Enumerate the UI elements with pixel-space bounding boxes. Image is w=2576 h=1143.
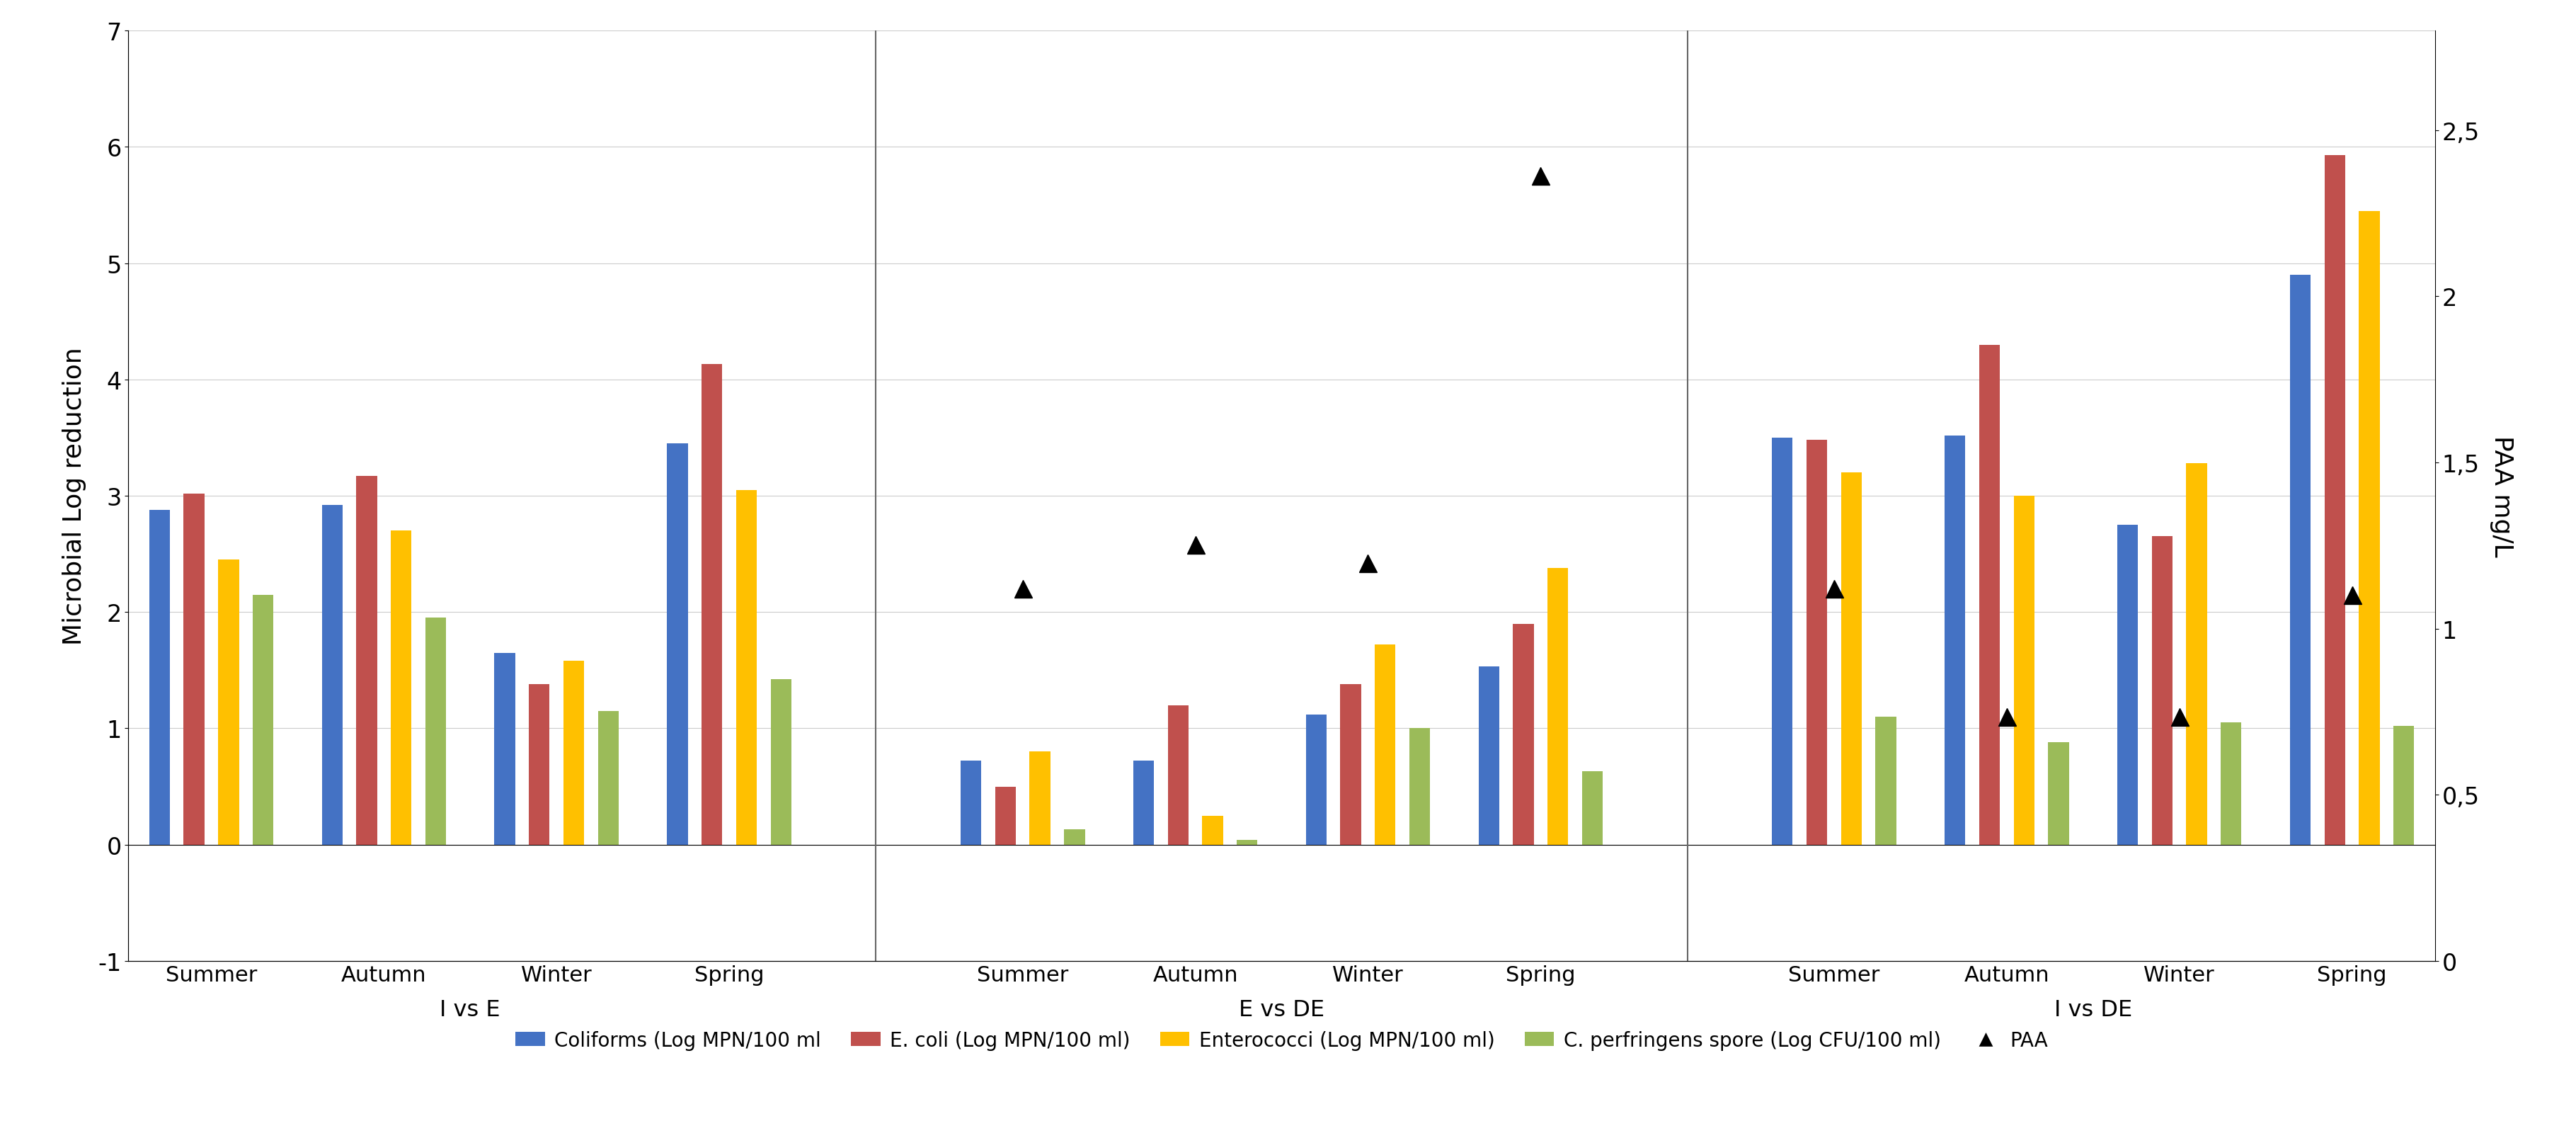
Bar xyxy=(1236,840,1257,845)
Bar xyxy=(1875,717,1896,845)
Bar xyxy=(2117,525,2138,845)
Text: E vs DE: E vs DE xyxy=(1239,999,1324,1021)
Bar xyxy=(598,711,618,845)
Bar xyxy=(1167,705,1188,845)
Bar xyxy=(1772,438,1793,845)
Bar xyxy=(1548,568,1569,845)
Bar xyxy=(1030,752,1051,845)
Bar xyxy=(2360,211,2380,845)
Bar xyxy=(1340,685,1360,845)
Bar xyxy=(1842,473,1862,845)
Bar xyxy=(392,531,412,845)
Bar xyxy=(252,594,273,845)
Bar xyxy=(355,477,376,845)
Bar xyxy=(1306,714,1327,845)
Bar xyxy=(2324,155,2344,845)
Y-axis label: PAA mg/L: PAA mg/L xyxy=(2491,435,2514,557)
Text: I vs E: I vs E xyxy=(440,999,500,1021)
Bar xyxy=(1512,624,1533,845)
Bar xyxy=(2393,726,2414,845)
Bar xyxy=(1064,830,1084,845)
Bar xyxy=(961,761,981,845)
Text: I vs DE: I vs DE xyxy=(2053,999,2133,1021)
Bar xyxy=(1806,440,1826,845)
Bar xyxy=(1479,668,1499,845)
Bar xyxy=(2151,537,2172,845)
Bar xyxy=(425,618,446,845)
Bar xyxy=(994,786,1015,845)
Bar xyxy=(770,680,791,845)
Bar xyxy=(149,510,170,845)
Bar xyxy=(667,443,688,845)
Bar xyxy=(1376,645,1396,845)
Bar xyxy=(2014,496,2035,845)
Bar xyxy=(2290,275,2311,845)
Bar xyxy=(737,490,757,845)
Bar xyxy=(183,494,204,845)
Bar xyxy=(528,685,549,845)
Bar xyxy=(2048,743,2069,845)
Bar xyxy=(2187,464,2208,845)
Bar xyxy=(1203,816,1224,845)
Bar xyxy=(564,661,585,845)
Bar xyxy=(1582,772,1602,845)
Bar xyxy=(2221,722,2241,845)
Bar xyxy=(219,560,240,845)
Legend: Coliforms (Log MPN/100 ml, E. coli (Log MPN/100 ml), Enterococci (Log MPN/100 ml: Coliforms (Log MPN/100 ml, E. coli (Log … xyxy=(507,1023,2056,1058)
Bar xyxy=(322,505,343,845)
Bar xyxy=(701,365,721,845)
Y-axis label: Microbial Log reduction: Microbial Log reduction xyxy=(62,347,85,645)
Bar xyxy=(1409,728,1430,845)
Bar xyxy=(1133,761,1154,845)
Bar xyxy=(1978,345,1999,845)
Bar xyxy=(495,653,515,845)
Bar xyxy=(1945,435,1965,845)
